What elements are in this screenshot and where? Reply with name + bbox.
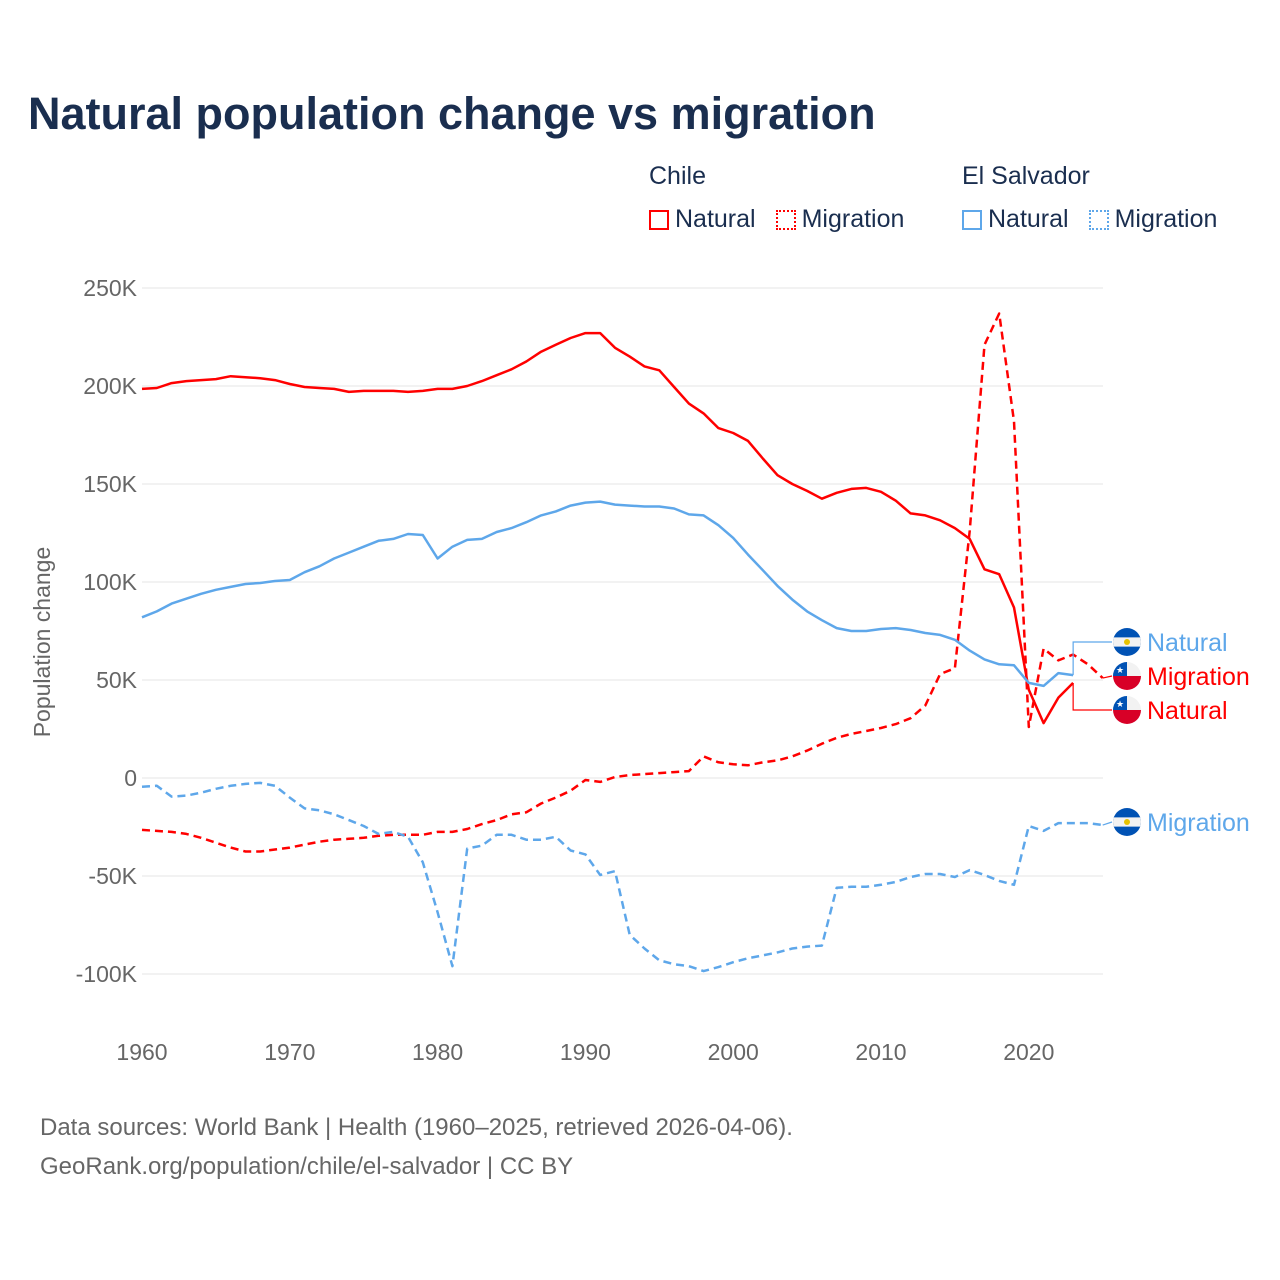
flag-red (1113, 710, 1141, 724)
legend-group-chile: Chile Natural Migration (649, 162, 904, 234)
series-line-chile-natural (141, 331, 1074, 725)
y-axis-label: Population change (29, 547, 55, 738)
star-icon: ★ (1116, 665, 1124, 675)
emblem-icon (1124, 819, 1130, 825)
footer: Data sources: World Bank | Health (1960–… (40, 1108, 793, 1186)
label-connector (1102, 675, 1113, 679)
legend-label: Natural (675, 205, 756, 233)
solid-swatch-icon (649, 209, 669, 230)
x-tick-label: 1980 (412, 1039, 463, 1065)
legend-label: Migration (801, 205, 905, 233)
legend-item-chile-migration[interactable]: Migration (775, 205, 905, 234)
y-tick-label: 200K (83, 373, 137, 399)
chile-flag-icon: ★ (1113, 662, 1141, 690)
legend-item-el-salvador-natural[interactable]: Natural (962, 205, 1069, 234)
label-connector (1102, 821, 1113, 826)
y-tick-label: -50K (88, 863, 137, 889)
series-line-el-salvador-natural (141, 500, 1074, 688)
emblem-icon (1124, 639, 1130, 645)
series-end-label: Migration (1147, 663, 1250, 691)
series-end-label: Natural (1147, 697, 1228, 725)
series-line-el-salvador-migration (141, 781, 1103, 973)
data-source-text: Data sources: World Bank | Health (1960–… (40, 1114, 793, 1141)
y-tick-label: 0 (124, 765, 137, 791)
chart-title: Natural population change vs migration (28, 88, 876, 139)
x-tick-label: 1990 (560, 1039, 611, 1065)
y-tick-label: 250K (83, 275, 137, 301)
legend-label: Migration (1114, 205, 1218, 233)
y-tick-label: 100K (83, 569, 137, 595)
legend-group-title: El Salvador (962, 162, 1090, 190)
legend-label: Natural (988, 205, 1069, 233)
label-connector (1072, 682, 1112, 711)
y-tick-label: 150K (83, 471, 137, 497)
chile-flag-icon: ★ (1113, 696, 1141, 724)
el-salvador-flag-icon (1113, 628, 1141, 656)
x-tick-label: 2000 (708, 1039, 759, 1065)
solid-swatch-icon (962, 209, 982, 230)
y-tick-label: 50K (96, 667, 138, 693)
x-tick-label: 1970 (264, 1039, 315, 1065)
label-connector (1072, 641, 1112, 676)
legend-item-el-salvador-migration[interactable]: Migration (1088, 205, 1218, 234)
flag-red (1113, 676, 1141, 690)
x-tick-label: 1960 (116, 1039, 167, 1065)
legend-group-el-salvador: El Salvador Natural Migration (962, 162, 1217, 234)
series-end-label: Migration (1147, 809, 1250, 837)
y-tick-label: -100K (76, 961, 138, 987)
dotted-swatch-icon (775, 209, 796, 230)
series-end-label: Natural (1147, 629, 1228, 657)
legend-item-chile-natural[interactable]: Natural (649, 205, 756, 234)
x-tick-label: 2010 (855, 1039, 906, 1065)
legend-group-title: Chile (649, 162, 706, 190)
series-line-chile-migration (141, 312, 1104, 853)
el-salvador-flag-icon (1113, 808, 1141, 836)
dotted-swatch-icon (1088, 209, 1109, 230)
attribution-link[interactable]: GeoRank.org/population/chile/el-salvador… (40, 1153, 574, 1180)
star-icon: ★ (1116, 699, 1124, 709)
x-tick-label: 2020 (1003, 1039, 1054, 1065)
